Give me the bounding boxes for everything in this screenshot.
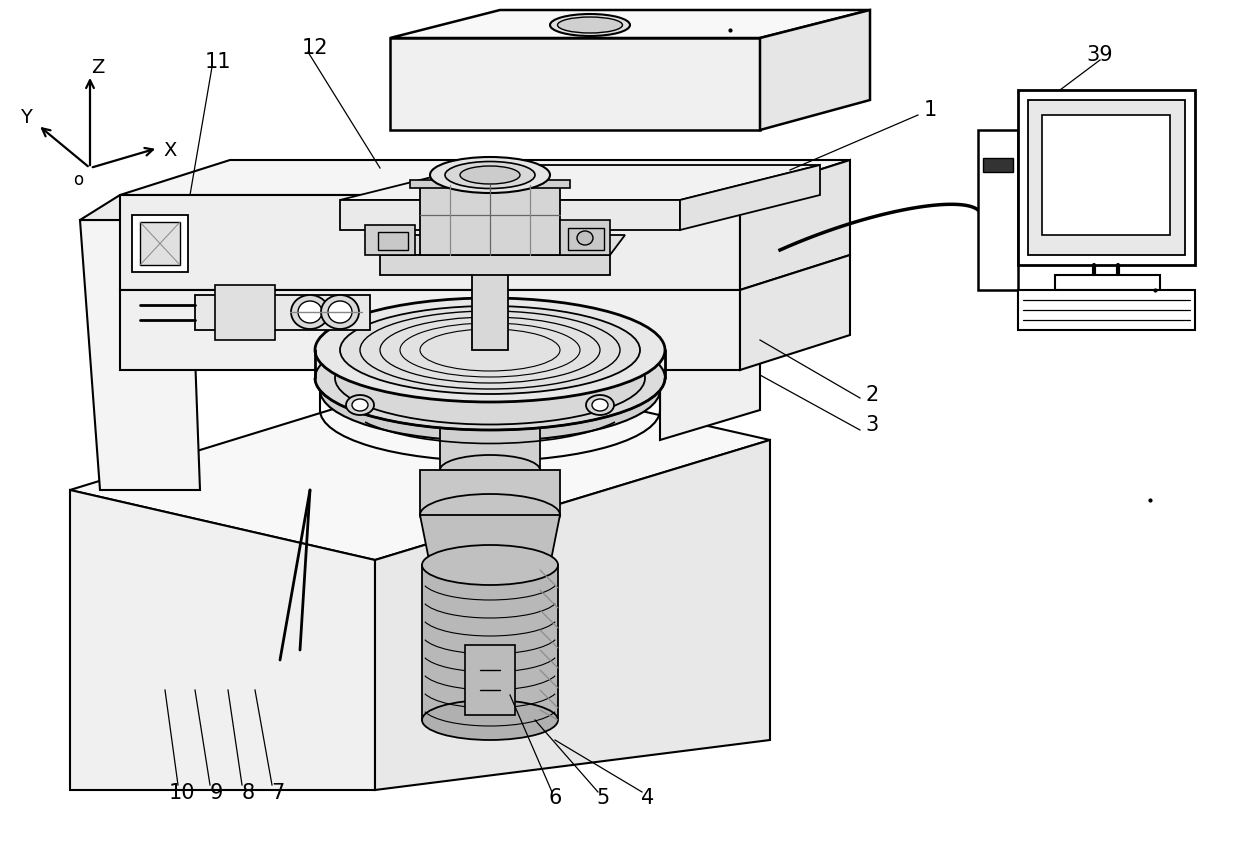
Polygon shape bbox=[420, 515, 560, 565]
Polygon shape bbox=[195, 295, 370, 330]
Text: 1: 1 bbox=[924, 100, 936, 120]
Ellipse shape bbox=[340, 306, 640, 394]
Polygon shape bbox=[422, 565, 558, 720]
Polygon shape bbox=[120, 290, 740, 370]
Ellipse shape bbox=[352, 399, 368, 411]
Text: X: X bbox=[164, 140, 176, 160]
Ellipse shape bbox=[577, 231, 593, 245]
Polygon shape bbox=[440, 415, 539, 470]
Ellipse shape bbox=[291, 295, 329, 329]
Polygon shape bbox=[465, 645, 515, 715]
Polygon shape bbox=[378, 232, 408, 250]
Ellipse shape bbox=[422, 700, 558, 740]
Polygon shape bbox=[420, 185, 560, 255]
Polygon shape bbox=[568, 228, 604, 250]
Polygon shape bbox=[1042, 115, 1171, 235]
Ellipse shape bbox=[551, 14, 630, 36]
Ellipse shape bbox=[430, 547, 551, 583]
Text: Z: Z bbox=[92, 57, 104, 77]
Polygon shape bbox=[420, 470, 560, 515]
Polygon shape bbox=[660, 170, 800, 220]
Polygon shape bbox=[69, 490, 374, 790]
Text: 12: 12 bbox=[301, 38, 329, 58]
Text: 39: 39 bbox=[1086, 45, 1114, 65]
Ellipse shape bbox=[445, 161, 534, 188]
Ellipse shape bbox=[460, 166, 520, 184]
Ellipse shape bbox=[591, 399, 608, 411]
Ellipse shape bbox=[315, 326, 665, 430]
Polygon shape bbox=[410, 180, 570, 188]
Ellipse shape bbox=[422, 545, 558, 585]
Polygon shape bbox=[1028, 100, 1185, 255]
Text: 11: 11 bbox=[205, 52, 231, 72]
Text: Y: Y bbox=[20, 107, 32, 127]
Text: o: o bbox=[73, 171, 83, 189]
Polygon shape bbox=[120, 160, 849, 195]
Polygon shape bbox=[81, 220, 200, 490]
Polygon shape bbox=[215, 285, 275, 340]
Polygon shape bbox=[472, 255, 508, 350]
Polygon shape bbox=[340, 165, 820, 200]
Polygon shape bbox=[131, 215, 188, 272]
Text: 9: 9 bbox=[210, 783, 223, 803]
Polygon shape bbox=[140, 222, 180, 265]
Text: 4: 4 bbox=[641, 788, 655, 808]
Polygon shape bbox=[1018, 90, 1195, 265]
Polygon shape bbox=[391, 10, 870, 38]
Polygon shape bbox=[978, 130, 1018, 290]
Polygon shape bbox=[365, 225, 415, 255]
Text: 10: 10 bbox=[169, 783, 195, 803]
Ellipse shape bbox=[298, 301, 322, 323]
Text: 7: 7 bbox=[272, 783, 285, 803]
Polygon shape bbox=[983, 158, 1013, 172]
Polygon shape bbox=[740, 255, 849, 370]
Polygon shape bbox=[760, 10, 870, 130]
Ellipse shape bbox=[335, 332, 645, 425]
Ellipse shape bbox=[315, 298, 665, 402]
Polygon shape bbox=[69, 370, 770, 560]
Ellipse shape bbox=[440, 400, 539, 430]
Ellipse shape bbox=[346, 395, 374, 415]
Text: 3: 3 bbox=[866, 415, 879, 435]
Ellipse shape bbox=[329, 301, 352, 323]
Ellipse shape bbox=[321, 295, 360, 329]
Polygon shape bbox=[680, 165, 820, 230]
Ellipse shape bbox=[420, 494, 560, 536]
Ellipse shape bbox=[440, 455, 539, 485]
Polygon shape bbox=[740, 160, 849, 290]
Ellipse shape bbox=[430, 157, 551, 193]
Polygon shape bbox=[1055, 275, 1159, 290]
Polygon shape bbox=[374, 440, 770, 790]
Text: 5: 5 bbox=[596, 788, 610, 808]
Text: 2: 2 bbox=[866, 385, 879, 405]
Polygon shape bbox=[1018, 290, 1195, 330]
Text: 8: 8 bbox=[242, 783, 254, 803]
Polygon shape bbox=[81, 195, 229, 220]
Polygon shape bbox=[660, 190, 760, 440]
Ellipse shape bbox=[558, 17, 622, 33]
Polygon shape bbox=[379, 255, 610, 275]
Polygon shape bbox=[340, 200, 680, 230]
Polygon shape bbox=[120, 195, 740, 290]
Polygon shape bbox=[560, 220, 610, 255]
Ellipse shape bbox=[587, 395, 614, 415]
Ellipse shape bbox=[320, 339, 660, 441]
Text: 6: 6 bbox=[548, 788, 562, 808]
Polygon shape bbox=[365, 235, 625, 255]
Polygon shape bbox=[391, 38, 760, 130]
